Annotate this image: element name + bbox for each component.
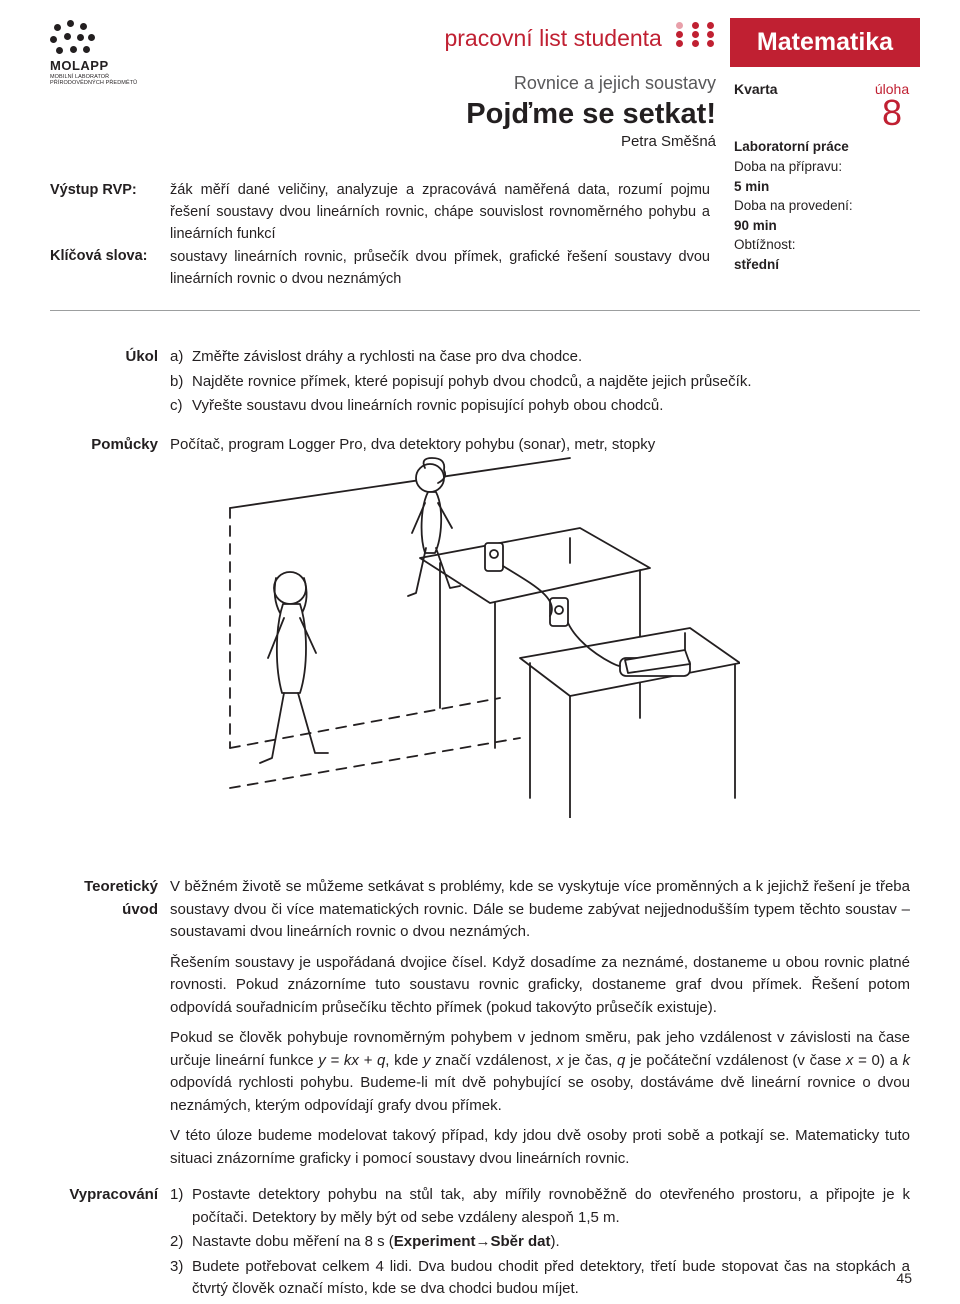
illustration [220,448,740,818]
vyprac-list: 1)Postavte detektory pohybu na stůl tak,… [170,1184,910,1301]
rvp-text: žák měří dané veličiny, analyzuje a zpra… [170,180,710,245]
ukol-label: Úkol [50,346,170,420]
ukol-body: a)Změřte závislost dráhy a rychlosti na … [170,346,910,420]
meta-labels: Výstup RVP: Klíčová slova: [50,180,170,293]
subject-badge: Matematika [730,18,920,67]
vyprac-item: 3)Budete potřebovat celkem 4 lidi. Dva b… [170,1256,910,1301]
teor-body: V běžném životě se můžeme setkávat s pro… [170,876,910,1178]
worksheet-label-text: pracovní list studenta [444,25,661,51]
grade: Kvarta [730,81,864,129]
lab-work-label: Laboratorní práce [734,139,849,154]
keywords-label: Klíčová slova: [50,246,170,268]
logo-tagline: MOBILNÍ LABORATOŘ PŘÍRODOVĚDNÝCH PŘEDMĚT… [50,74,140,86]
meta-body: žák měří dané veličiny, analyzuje a zpra… [170,180,910,293]
section-vypracovani: Vypracování 1)Postavte detektory pohybu … [0,1184,960,1303]
list-marker: a) [170,346,192,369]
list-marker: 2) [170,1231,192,1254]
pomucky-label: Pomůcky [50,434,170,457]
vyprac-item: 2)Nastavte dobu měření na 8 s (Experimen… [170,1231,910,1254]
logo-icon [50,20,96,56]
vyprac-body: 1)Postavte detektory pohybu na stůl tak,… [170,1184,910,1303]
list-marker: 3) [170,1256,192,1301]
logo-block: MOLAPP MOBILNÍ LABORATOŘ PŘÍRODOVĚDNÝCH … [50,20,140,86]
list-marker: b) [170,371,192,394]
keywords-text: soustavy lineárních rovnic, průsečík dvo… [170,247,710,291]
section-teoreticky-uvod: Teoretickýúvod V běžném životě se můžeme… [0,876,960,1178]
teor-paragraph: Řešením soustavy je uspořádaná dvojice č… [170,952,910,1020]
list-text: Nastavte dobu měření na 8 s (Experiment→… [192,1231,560,1254]
list-text: Změřte závislost dráhy a rychlosti na ča… [192,346,582,369]
ukol-list: a)Změřte závislost dráhy a rychlosti na … [170,346,910,418]
teor-paragraph: Pokud se člověk pohybuje rovnoměrným poh… [170,1027,910,1117]
list-text: Najděte rovnice přímek, které popisují p… [192,371,751,394]
list-marker: c) [170,395,192,418]
ukol-item: a)Změřte závislost dráhy a rychlosti na … [170,346,910,369]
vyprac-item: 1)Postavte detektory pohybu na stůl tak,… [170,1184,910,1229]
teor-label: Teoretickýúvod [50,876,170,1178]
task-meta: Kvarta úloha 8 [730,81,920,129]
title-block: pracovní list studenta Rovnice a jejich … [140,20,730,150]
ukol-item: c)Vyřešte soustavu dvou lineárních rovni… [170,395,910,418]
dots-icon [676,22,716,55]
logo-name: MOLAPP [50,58,140,73]
task-number-block: úloha 8 [864,81,920,129]
list-text: Vyřešte soustavu dvou lineárních rovnic … [192,395,663,418]
list-text: Postavte detektory pohybu na stůl tak, a… [192,1184,910,1229]
vyprac-label: Vypracování [50,1184,170,1303]
list-text: Budete potřebovat celkem 4 lidi. Dva bud… [192,1256,910,1301]
meta-block: Výstup RVP: Klíčová slova: žák měří dané… [0,172,960,293]
teor-label-text: Teoretickýúvod [84,878,158,918]
list-marker: 1) [170,1184,192,1229]
author: Petra Směšná [140,133,716,150]
teor-paragraph: V této úloze budeme modelovat takový pří… [170,1125,910,1170]
rvp-label: Výstup RVP: [50,180,170,202]
divider [50,310,920,311]
experiment-illustration-icon [220,448,740,818]
page-number: 45 [896,1270,912,1286]
page-title: Pojďme se setkat! [140,98,716,131]
task-number: 8 [864,97,920,129]
worksheet-label: pracovní list studenta [140,22,716,55]
subtitle: Rovnice a jejich soustavy [140,73,716,94]
section-ukol: Úkol a)Změřte závislost dráhy a rychlost… [0,346,960,420]
ukol-item: b)Najděte rovnice přímek, které popisují… [170,371,910,394]
teor-paragraph: V běžném životě se můžeme setkávat s pro… [170,876,910,944]
